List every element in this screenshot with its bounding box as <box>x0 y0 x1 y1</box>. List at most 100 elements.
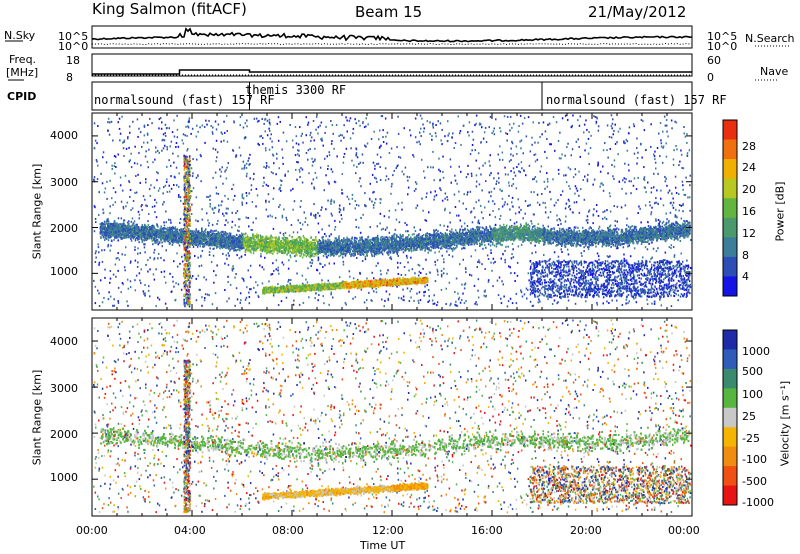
range-gate-cell <box>672 201 675 204</box>
range-gate-cell <box>689 267 692 269</box>
range-gate-cell <box>131 207 134 210</box>
range-gate-cell <box>238 257 241 260</box>
range-gate-cell <box>394 228 397 231</box>
range-gate-cell <box>132 120 134 123</box>
range-gate-cell <box>205 119 207 122</box>
range-gate-cell <box>395 242 397 245</box>
range-gate-cell <box>355 237 357 240</box>
range-gate-cell <box>601 217 604 220</box>
range-gate-cell <box>630 180 632 183</box>
range-gate-cell <box>113 165 116 168</box>
range-gate-cell <box>528 233 530 236</box>
range-gate-cell <box>427 251 429 254</box>
range-gate-cell <box>417 263 419 266</box>
range-gate-cell <box>240 299 242 302</box>
range-gate-cell <box>657 236 659 239</box>
range-gate-cell <box>239 301 241 304</box>
range-gate-cell <box>562 230 564 233</box>
range-gate-cell <box>201 124 204 127</box>
range-gate-cell <box>292 208 294 211</box>
range-gate-cell <box>565 215 567 218</box>
range-gate-cell <box>653 233 656 236</box>
range-gate-cell <box>398 296 400 299</box>
range-gate-cell <box>456 240 458 243</box>
range-gate-cell <box>309 256 312 259</box>
range-gate-cell <box>655 167 657 170</box>
range-gate-cell <box>239 218 241 221</box>
range-gate-cell <box>161 227 163 230</box>
range-gate-cell <box>287 280 289 283</box>
range-gate-cell <box>459 301 462 304</box>
range-gate-cell <box>239 292 242 295</box>
range-gate-cell <box>461 299 463 301</box>
range-gate-cell <box>181 255 183 258</box>
range-gate-cell <box>565 279 568 282</box>
range-gate-cell <box>305 116 307 119</box>
range-gate-cell <box>153 258 155 261</box>
range-gate-cell <box>224 262 226 265</box>
range-gate-cell <box>643 129 646 132</box>
range-gate-cell <box>321 139 323 142</box>
range-gate-cell <box>267 185 269 187</box>
range-gate-cell <box>95 256 97 259</box>
range-gate-cell <box>232 198 235 201</box>
range-gate-cell <box>478 222 480 225</box>
range-gate-cell <box>315 176 318 179</box>
range-gate-cell <box>299 176 301 178</box>
range-gate-cell <box>208 119 210 122</box>
range-gate-cell <box>501 151 504 154</box>
range-gate-cell <box>137 173 139 176</box>
range-gate-cell <box>209 194 211 197</box>
range-gate-cell <box>177 155 179 158</box>
range-gate-cell <box>299 170 301 173</box>
range-gate-cell <box>384 228 387 231</box>
range-gate-cell <box>565 228 568 231</box>
range-gate-cell <box>542 243 545 246</box>
range-gate-cell <box>432 302 434 305</box>
range-gate-cell <box>358 119 360 122</box>
range-gate-cell <box>107 218 109 220</box>
range-gate-cell <box>610 125 613 127</box>
range-gate-cell <box>547 298 549 301</box>
range-gate-cell <box>660 145 663 148</box>
range-gate-cell <box>424 290 426 293</box>
range-gate-cell <box>333 262 335 265</box>
range-gate-cell <box>127 136 129 139</box>
range-gate-cell <box>602 165 604 168</box>
range-gate-cell <box>195 135 198 138</box>
range-gate-cell <box>464 266 467 269</box>
range-gate-cell <box>196 245 199 248</box>
range-gate-cell <box>128 125 131 128</box>
range-gate-cell <box>102 151 105 154</box>
range-gate-cell <box>343 124 345 127</box>
range-gate-cell <box>98 191 100 194</box>
range-gate-cell <box>666 184 668 187</box>
range-gate-cell <box>538 203 541 206</box>
range-gate-cell <box>164 184 167 187</box>
range-gate-cell <box>328 151 330 154</box>
range-gate-cell <box>292 146 294 149</box>
range-gate-cell <box>385 175 388 178</box>
range-gate-cell <box>484 206 486 209</box>
range-gate-cell <box>163 259 165 262</box>
range-gate-cell <box>143 141 145 144</box>
range-gate-cell <box>460 170 462 173</box>
range-gate-cell <box>356 156 359 159</box>
range-gate-cell <box>528 279 530 282</box>
range-gate-cell <box>207 234 209 237</box>
range-gate-cell <box>152 243 154 246</box>
range-gate-cell <box>107 121 109 124</box>
range-gate-cell <box>413 240 416 243</box>
range-gate-cell <box>163 240 165 243</box>
range-gate-cell <box>460 225 463 228</box>
range-gate-cell <box>665 119 668 121</box>
range-gate-cell <box>269 137 272 140</box>
range-gate-cell <box>459 263 461 266</box>
range-gate-cell <box>609 195 611 198</box>
range-gate-cell <box>422 267 424 270</box>
range-gate-cell <box>442 258 445 261</box>
range-gate-cell <box>408 269 410 272</box>
range-gate-cell <box>126 221 129 224</box>
range-gate-cell <box>437 246 440 249</box>
range-gate-cell <box>129 286 132 288</box>
